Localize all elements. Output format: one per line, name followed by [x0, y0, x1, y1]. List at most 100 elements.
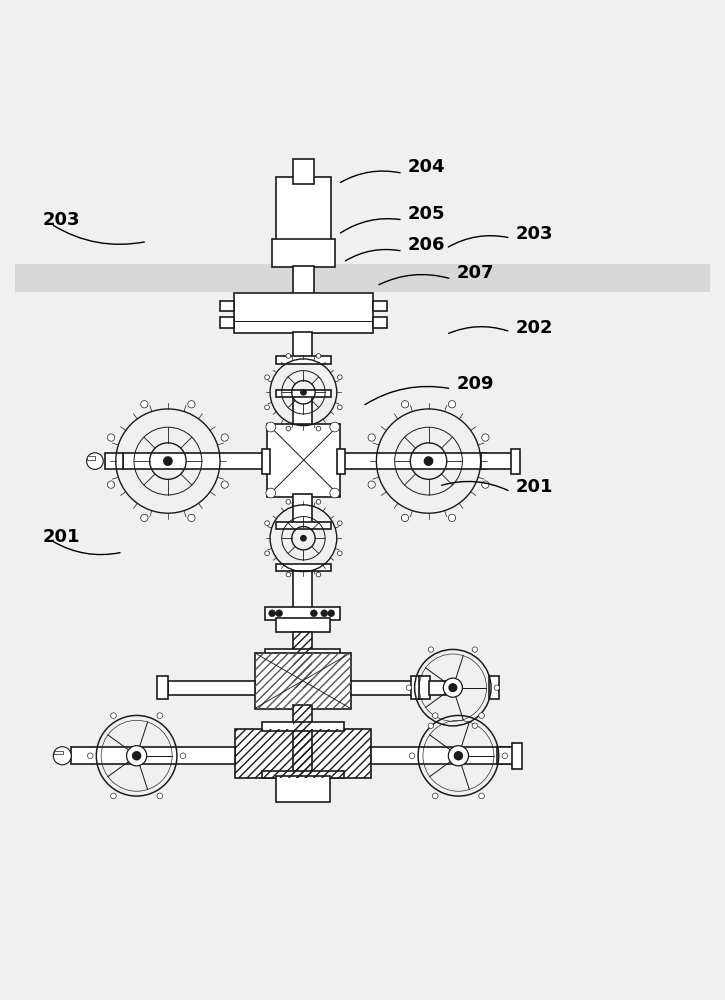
Circle shape [406, 685, 412, 690]
Text: 201: 201 [515, 478, 553, 496]
Bar [373, 301, 387, 311]
Circle shape [107, 481, 115, 488]
Circle shape [265, 405, 270, 410]
Bar [340, 453, 486, 469]
Circle shape [316, 572, 321, 577]
Bar [86, 456, 95, 460]
Circle shape [368, 481, 376, 488]
Bar [293, 396, 312, 424]
Bar [272, 239, 335, 267]
Bar [293, 571, 312, 618]
Bar [262, 449, 270, 474]
Bar [489, 676, 500, 699]
Circle shape [164, 457, 172, 465]
Bar [234, 293, 373, 333]
Circle shape [481, 481, 489, 488]
Circle shape [265, 551, 270, 556]
Circle shape [428, 647, 434, 652]
Circle shape [432, 713, 438, 718]
Circle shape [455, 752, 463, 760]
Circle shape [141, 514, 148, 522]
Bar [411, 676, 421, 699]
Bar [512, 743, 522, 769]
Circle shape [337, 551, 342, 556]
Bar [168, 681, 254, 695]
Circle shape [316, 354, 321, 358]
Circle shape [472, 647, 478, 652]
Bar [262, 771, 344, 778]
Circle shape [301, 390, 306, 395]
Circle shape [449, 684, 457, 691]
Circle shape [269, 610, 276, 617]
Bar [293, 632, 312, 688]
Circle shape [481, 434, 489, 441]
Circle shape [86, 453, 103, 469]
Bar [254, 653, 351, 708]
Circle shape [286, 572, 291, 577]
Bar [276, 564, 331, 571]
Bar [293, 632, 312, 688]
Circle shape [266, 488, 276, 498]
Circle shape [402, 401, 409, 408]
Circle shape [133, 752, 141, 760]
Circle shape [221, 481, 228, 488]
Bar [265, 649, 340, 660]
Circle shape [88, 753, 93, 759]
Bar [293, 266, 314, 295]
Bar [497, 747, 514, 764]
Bar [123, 453, 268, 469]
Bar [351, 681, 413, 695]
Circle shape [188, 401, 195, 408]
Circle shape [402, 514, 409, 522]
Bar [236, 729, 371, 778]
Text: 202: 202 [515, 319, 553, 337]
Bar [428, 681, 455, 695]
Text: 201: 201 [43, 528, 80, 546]
Circle shape [276, 610, 283, 617]
Circle shape [330, 422, 339, 432]
Text: 205: 205 [407, 205, 445, 223]
Bar [265, 607, 340, 620]
Bar [373, 317, 387, 328]
Bar [220, 301, 234, 311]
Bar [293, 705, 312, 778]
Bar [236, 729, 371, 778]
Circle shape [107, 434, 115, 441]
Circle shape [424, 457, 433, 465]
Bar [293, 705, 312, 778]
Circle shape [111, 793, 116, 799]
Text: 203: 203 [43, 211, 80, 229]
Circle shape [328, 610, 335, 617]
Text: 204: 204 [407, 158, 445, 176]
Circle shape [472, 723, 478, 728]
Circle shape [157, 713, 162, 718]
Circle shape [368, 434, 376, 441]
Circle shape [337, 521, 342, 525]
Bar [293, 332, 312, 361]
Circle shape [320, 610, 328, 617]
Circle shape [428, 723, 434, 728]
Bar [157, 676, 168, 699]
Circle shape [301, 536, 306, 541]
Bar [511, 449, 520, 474]
Circle shape [286, 354, 291, 358]
Circle shape [330, 488, 339, 498]
Circle shape [286, 500, 291, 504]
Bar [276, 356, 331, 364]
Circle shape [337, 405, 342, 410]
Circle shape [221, 434, 228, 441]
Text: 207: 207 [456, 264, 494, 282]
Circle shape [266, 422, 276, 432]
Circle shape [127, 746, 146, 766]
Circle shape [141, 401, 148, 408]
Bar [70, 747, 236, 764]
Circle shape [478, 713, 484, 718]
Bar [268, 424, 340, 497]
Bar [220, 317, 234, 328]
Bar [276, 618, 330, 632]
Circle shape [449, 401, 456, 408]
Circle shape [53, 747, 71, 765]
Circle shape [478, 793, 484, 799]
Bar [105, 453, 123, 469]
Text: 209: 209 [456, 375, 494, 393]
